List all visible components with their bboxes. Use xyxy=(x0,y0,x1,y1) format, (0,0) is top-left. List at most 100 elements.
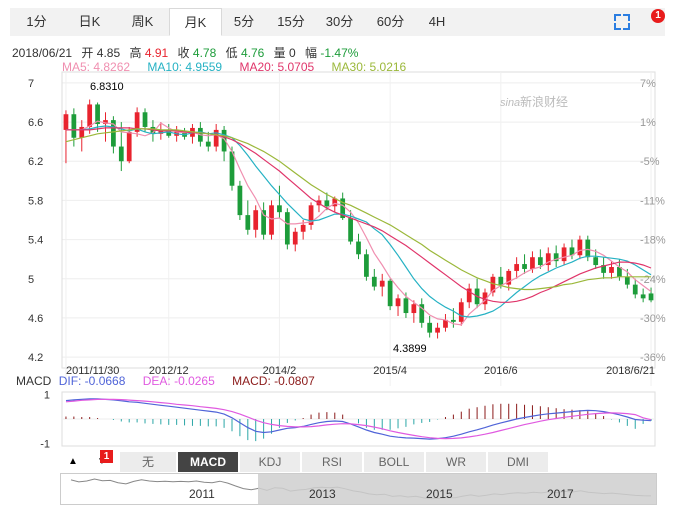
candle-body xyxy=(601,265,606,273)
indicator-tab-6[interactable]: BOLL xyxy=(364,452,425,472)
ma30-legend: MA30: 5.0216 xyxy=(331,60,407,74)
candle-body xyxy=(229,151,235,186)
candle-body xyxy=(498,276,504,285)
candle-body xyxy=(537,257,543,266)
candle-body xyxy=(427,322,433,333)
indicator-tab-8[interactable]: DMI xyxy=(488,452,549,472)
candle-body xyxy=(561,247,567,262)
ma20-legend: MA20: 5.0705 xyxy=(239,60,315,74)
candle-body xyxy=(640,294,646,299)
tab-1[interactable]: 日K xyxy=(78,14,101,29)
info-high-label: 高 xyxy=(129,46,142,60)
tab-2[interactable]: 周K xyxy=(131,14,154,29)
indicator-tab-7[interactable]: WR xyxy=(426,452,487,472)
candle-body xyxy=(134,112,140,132)
candle-body xyxy=(593,257,599,266)
ma10-legend: MA10: 4.9559 xyxy=(147,60,223,74)
notification-badge[interactable]: 1 xyxy=(651,9,665,23)
max-price-label: 6.8310 xyxy=(90,81,124,93)
candle-body xyxy=(103,120,108,125)
candle-body xyxy=(609,267,614,273)
candle-body xyxy=(569,247,575,256)
candle-body xyxy=(277,205,282,213)
candle-body xyxy=(87,104,93,127)
macd-y-tick: 1 xyxy=(44,389,50,401)
watermark: 新浪财经 xyxy=(520,94,568,109)
tab-4[interactable]: 5分 xyxy=(233,14,255,29)
candle-body xyxy=(332,198,338,207)
candle-body xyxy=(411,304,417,314)
info-vol: 0 xyxy=(289,46,296,60)
info-chg: -1.47% xyxy=(320,46,359,60)
y-tick-label: 4.2 xyxy=(28,352,43,364)
tab-3[interactable]: 月K xyxy=(169,8,222,36)
x-tick-label: 2016/6 xyxy=(484,365,518,377)
navigator-year-label: 2013 xyxy=(309,487,336,501)
info-open: 4.85 xyxy=(96,46,121,60)
indicator-badge: 1 xyxy=(100,450,113,463)
candle-body xyxy=(632,284,638,295)
candle-body xyxy=(95,104,100,125)
dif-legend: DIF: -0.0668 xyxy=(58,374,126,388)
time-navigator[interactable]: 2011 2013 2015 2017 xyxy=(60,473,657,505)
candle-body xyxy=(340,198,346,219)
info-open-label: 开 xyxy=(81,46,94,60)
candle-body xyxy=(118,146,124,162)
candle-body xyxy=(111,120,116,147)
candle-body xyxy=(617,267,622,277)
candle-body xyxy=(577,239,583,256)
sina-logo-icon: sina xyxy=(500,97,520,109)
ma5-legend: MA5: 4.8262 xyxy=(62,60,131,74)
candle-body xyxy=(490,276,496,293)
info-low: 4.76 xyxy=(240,46,265,60)
indicator-tab-0[interactable]: ▲ xyxy=(62,452,85,472)
candle-body xyxy=(245,215,251,230)
candle-body xyxy=(348,218,353,242)
candle-body xyxy=(371,276,377,287)
pct-tick-label: -24% xyxy=(640,274,666,286)
ma-legend: MA5: 4.8262 MA10: 4.9559 MA20: 5.0705 MA… xyxy=(62,60,420,74)
candle-body xyxy=(403,298,409,314)
x-tick-label: 2014/2 xyxy=(263,365,297,377)
indicator-tab-4[interactable]: KDJ xyxy=(240,452,301,472)
indicator-tab-5[interactable]: RSI xyxy=(302,452,363,472)
fullscreen-icon[interactable] xyxy=(614,14,630,30)
indicator-tab-3[interactable]: MACD xyxy=(178,452,239,472)
y-tick-label: 6.6 xyxy=(28,117,43,129)
candle-body xyxy=(585,239,591,258)
pct-tick-label: -30% xyxy=(640,313,666,325)
candle-body xyxy=(308,205,314,225)
candle-body xyxy=(530,257,535,269)
tab-0[interactable]: 1分 xyxy=(26,14,47,29)
tab-6[interactable]: 30分 xyxy=(325,14,354,29)
candle-body xyxy=(364,254,369,277)
candle-body xyxy=(71,114,77,138)
candle-body xyxy=(451,319,456,322)
macd-legend: MACD DIF: -0.0668 DEA: -0.0265 MACD: -0.… xyxy=(16,374,329,388)
pct-tick-label: 7% xyxy=(640,78,656,90)
info-close-label: 收 xyxy=(177,46,190,60)
indicator-tab-2[interactable]: 无 xyxy=(120,452,177,472)
candle-body xyxy=(458,302,464,322)
navigator-selection[interactable] xyxy=(258,474,656,504)
min-price-label: 4.3899 xyxy=(393,343,427,355)
dea-legend: DEA: -0.0265 xyxy=(142,374,215,388)
candle-body xyxy=(292,231,298,245)
candle-body xyxy=(205,141,211,147)
tab-7[interactable]: 60分 xyxy=(376,14,405,29)
tab-8[interactable]: 4H xyxy=(428,14,446,29)
ma10-line xyxy=(66,125,652,318)
candle-body xyxy=(63,114,69,130)
candle-body xyxy=(553,253,559,262)
candle-body xyxy=(522,264,527,269)
tab-5[interactable]: 15分 xyxy=(277,14,305,29)
candle-body xyxy=(648,293,654,301)
candle-body xyxy=(443,319,448,328)
y-tick-label: 6.2 xyxy=(28,156,43,168)
pct-tick-label: -18% xyxy=(640,235,666,247)
y-tick-label: 7 xyxy=(28,78,34,90)
x-tick-label: 2011/11/30 xyxy=(66,365,119,377)
candle-body xyxy=(387,280,393,307)
x-tick-label: 2015/4 xyxy=(373,365,407,377)
